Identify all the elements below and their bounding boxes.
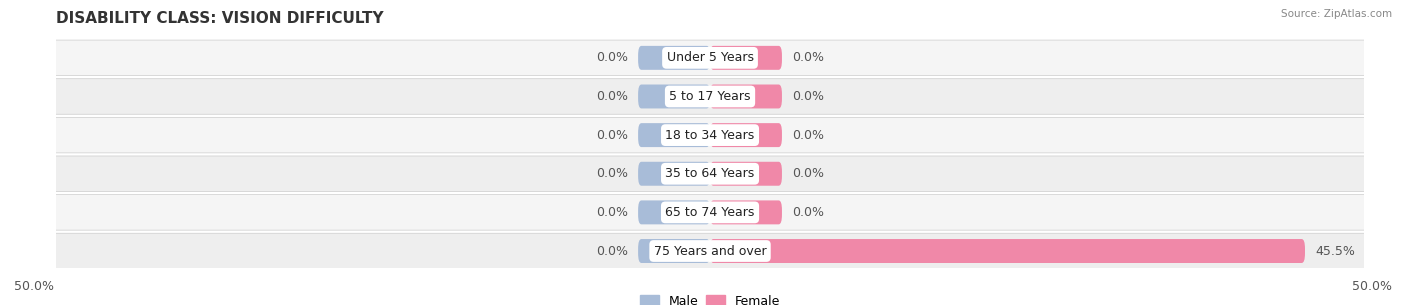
Text: 0.0%: 0.0% xyxy=(596,206,627,219)
FancyBboxPatch shape xyxy=(638,84,710,109)
FancyBboxPatch shape xyxy=(710,239,1305,263)
FancyBboxPatch shape xyxy=(638,162,710,186)
FancyBboxPatch shape xyxy=(638,123,710,147)
FancyBboxPatch shape xyxy=(24,117,1396,153)
FancyBboxPatch shape xyxy=(710,162,782,186)
Text: 0.0%: 0.0% xyxy=(596,90,627,103)
Text: 0.0%: 0.0% xyxy=(793,206,824,219)
FancyBboxPatch shape xyxy=(638,46,710,70)
FancyBboxPatch shape xyxy=(710,84,782,109)
Text: 50.0%: 50.0% xyxy=(14,280,53,293)
Text: 35 to 64 Years: 35 to 64 Years xyxy=(665,167,755,180)
Text: 65 to 74 Years: 65 to 74 Years xyxy=(665,206,755,219)
Text: 0.0%: 0.0% xyxy=(793,167,824,180)
Text: 0.0%: 0.0% xyxy=(596,167,627,180)
Text: 75 Years and over: 75 Years and over xyxy=(654,245,766,257)
FancyBboxPatch shape xyxy=(710,123,782,147)
Text: 0.0%: 0.0% xyxy=(793,51,824,64)
Text: Source: ZipAtlas.com: Source: ZipAtlas.com xyxy=(1281,9,1392,19)
FancyBboxPatch shape xyxy=(710,200,782,224)
FancyBboxPatch shape xyxy=(24,156,1396,192)
FancyBboxPatch shape xyxy=(638,200,710,224)
FancyBboxPatch shape xyxy=(24,40,1396,76)
Text: 45.5%: 45.5% xyxy=(1316,245,1355,257)
Text: 0.0%: 0.0% xyxy=(596,245,627,257)
Text: 0.0%: 0.0% xyxy=(596,129,627,142)
Text: 0.0%: 0.0% xyxy=(596,51,627,64)
FancyBboxPatch shape xyxy=(24,233,1396,269)
Text: DISABILITY CLASS: VISION DIFFICULTY: DISABILITY CLASS: VISION DIFFICULTY xyxy=(56,11,384,26)
Text: 0.0%: 0.0% xyxy=(793,90,824,103)
Text: 5 to 17 Years: 5 to 17 Years xyxy=(669,90,751,103)
Text: Under 5 Years: Under 5 Years xyxy=(666,51,754,64)
Text: 50.0%: 50.0% xyxy=(1353,280,1392,293)
Legend: Male, Female: Male, Female xyxy=(636,290,785,305)
FancyBboxPatch shape xyxy=(710,46,782,70)
FancyBboxPatch shape xyxy=(24,195,1396,230)
Text: 18 to 34 Years: 18 to 34 Years xyxy=(665,129,755,142)
Text: 0.0%: 0.0% xyxy=(793,129,824,142)
FancyBboxPatch shape xyxy=(638,239,710,263)
FancyBboxPatch shape xyxy=(24,79,1396,114)
